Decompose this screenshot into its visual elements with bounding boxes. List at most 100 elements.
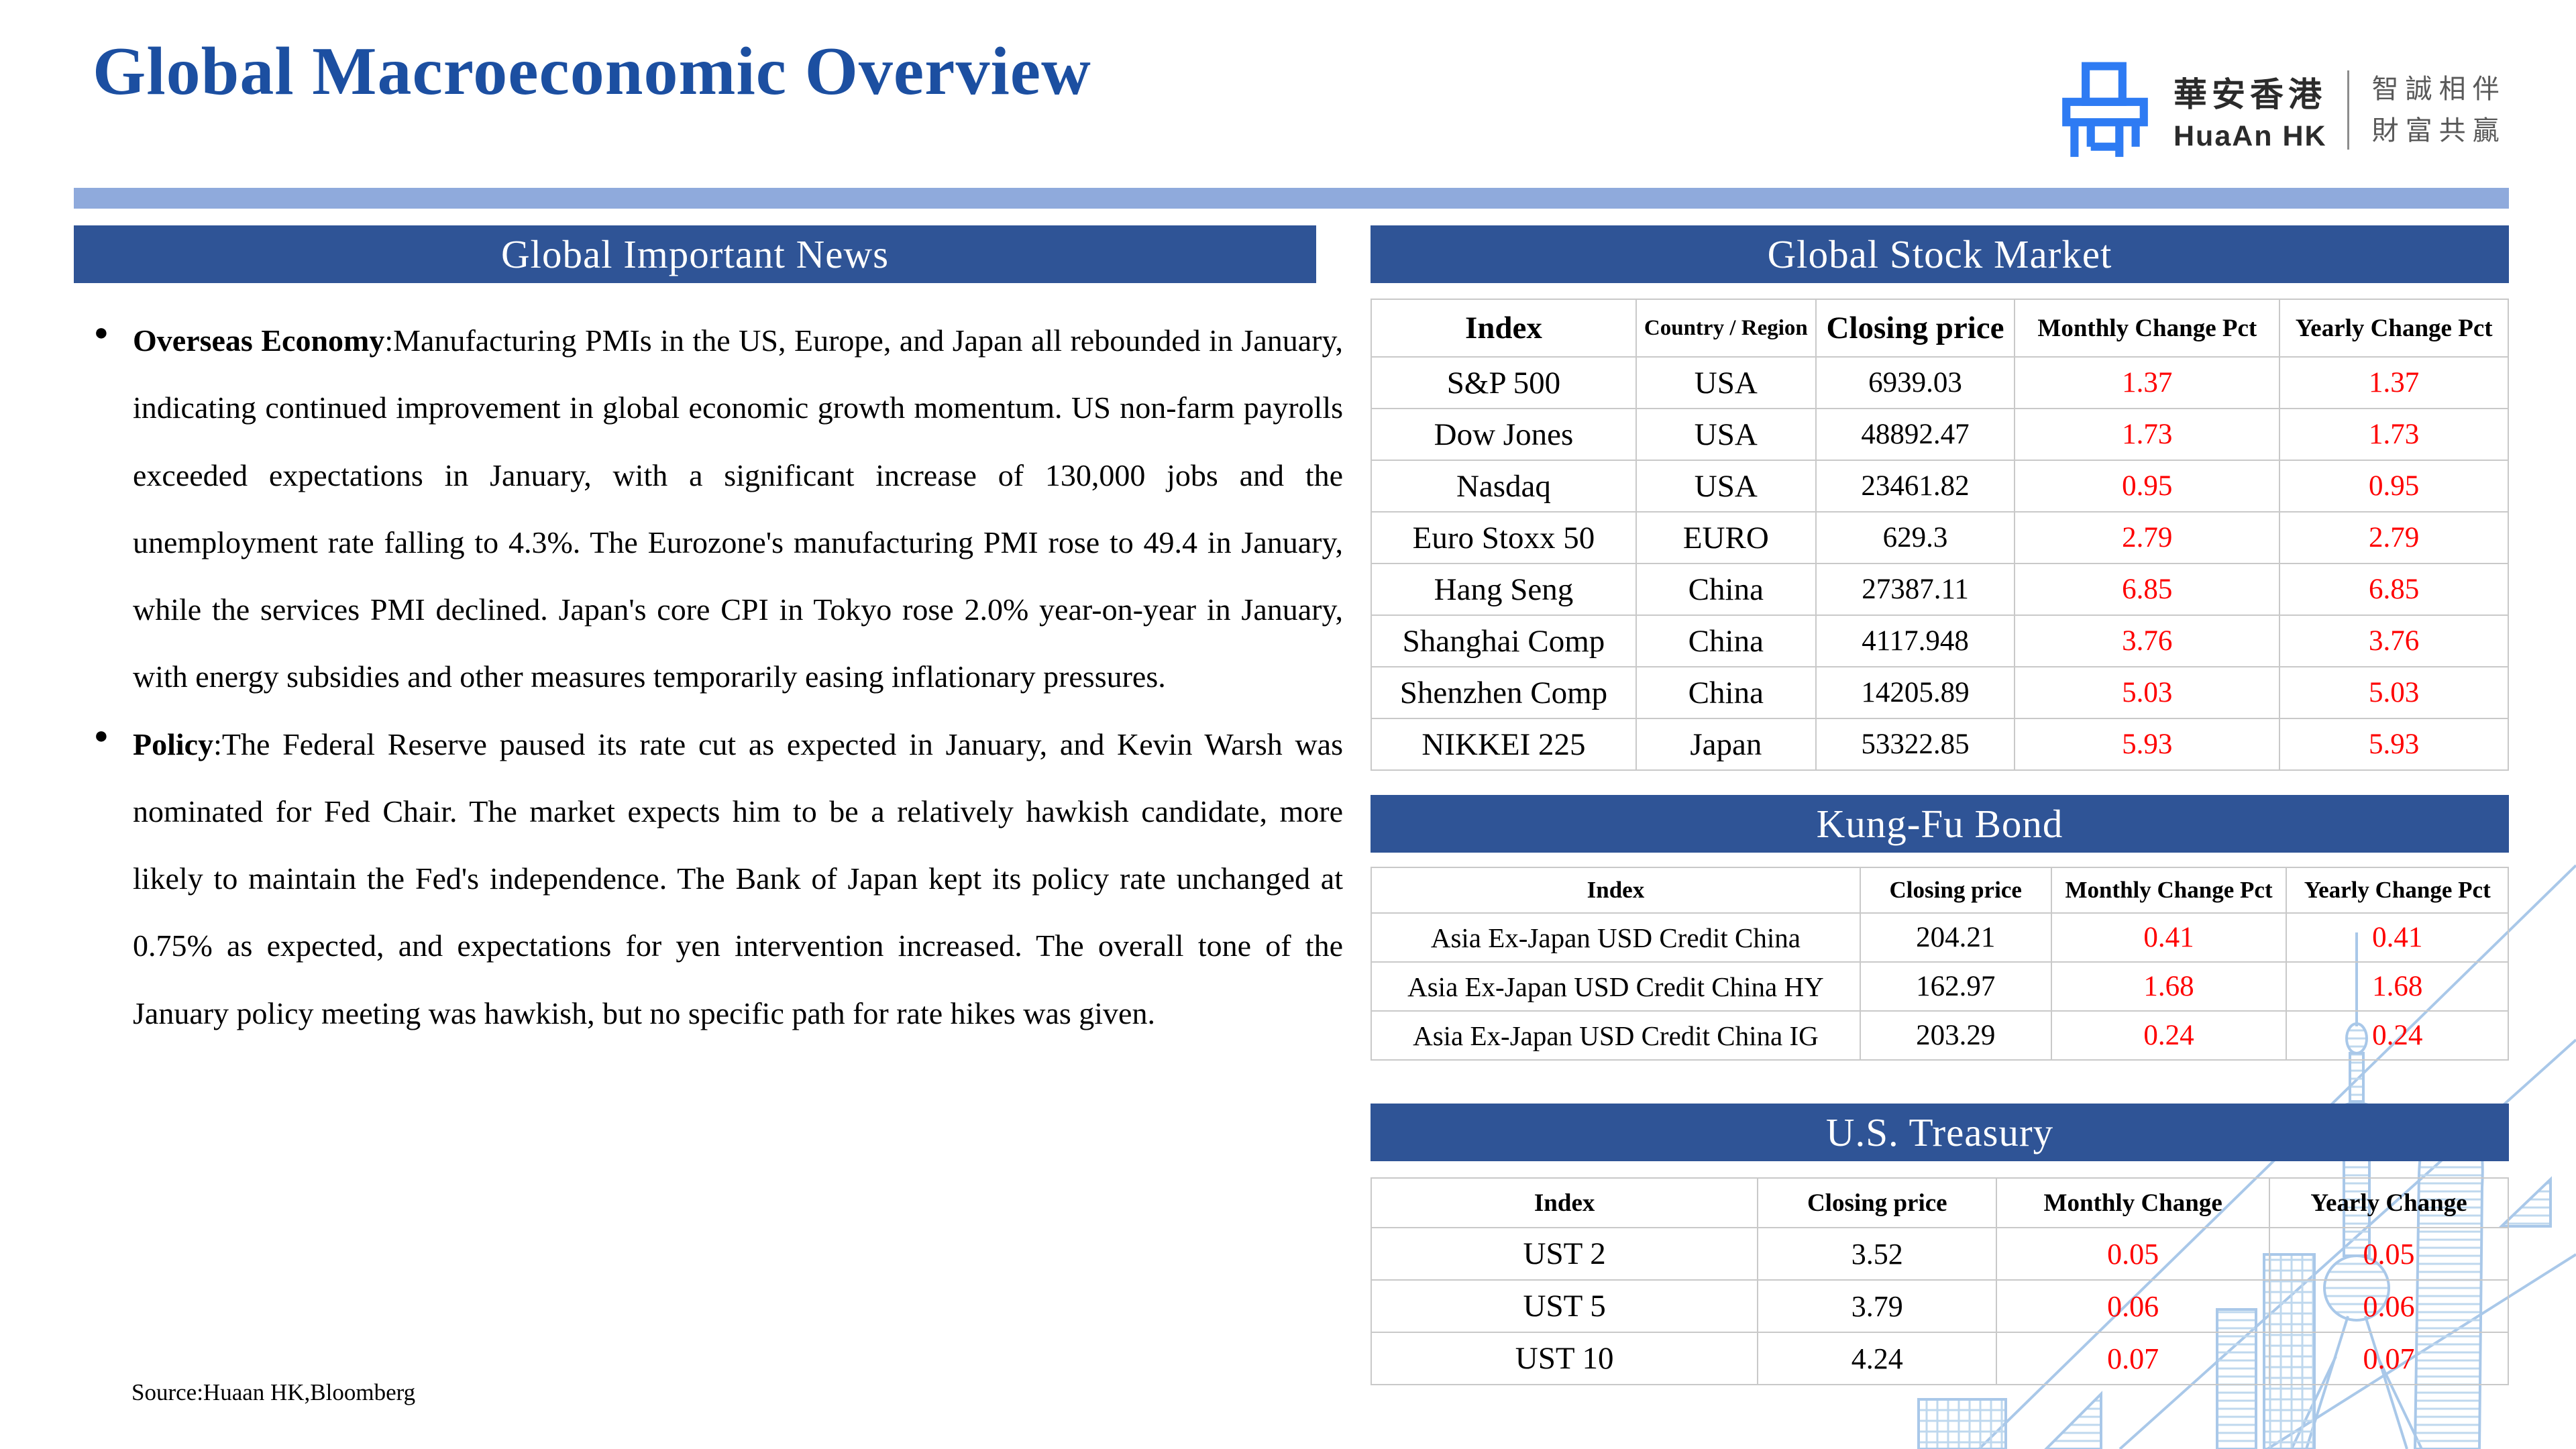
- column-header-yearly: Yearly Change Pct: [2279, 299, 2509, 358]
- cell-close: 3.52: [1757, 1227, 1998, 1281]
- news-item-overseas-economy: ● Overseas Economy:Manufacturing PMIs in…: [94, 307, 1343, 711]
- cell-yearly-change: 1.73: [2279, 408, 2509, 461]
- cell-monthly-change: 5.03: [2014, 666, 2281, 719]
- cell-region: USA: [1635, 408, 1817, 461]
- cell-region: EURO: [1635, 511, 1817, 564]
- cell-monthly-change: 0.24: [2050, 1010, 2288, 1061]
- table-row: UST 2 3.52 0.05 0.05: [1370, 1227, 2509, 1281]
- news-item-text: :Manufacturing PMIs in the US, Europe, a…: [133, 323, 1343, 694]
- cell-monthly-change: 5.93: [2014, 718, 2281, 771]
- bullet-icon: ●: [94, 722, 109, 749]
- cell-yearly-change: 0.05: [2269, 1227, 2509, 1281]
- cell-close: 53322.85: [1815, 718, 2016, 771]
- title-divider-bar: [74, 188, 2509, 209]
- cell-yearly-change: 5.93: [2279, 718, 2509, 771]
- table-row: UST 5 3.79 0.06 0.06: [1370, 1279, 2509, 1333]
- cell-monthly-change: 1.37: [2014, 356, 2281, 409]
- table-row: Shanghai Comp China 4117.948 3.76 3.76: [1371, 614, 2509, 667]
- cell-index: Asia Ex-Japan USD Credit China IG: [1371, 1010, 1861, 1061]
- cell-region: China: [1635, 563, 1817, 616]
- cell-close: 27387.11: [1815, 563, 2016, 616]
- logo-name-en: HuaAn HK: [2174, 119, 2327, 152]
- cell-monthly-change: 1.68: [2050, 961, 2288, 1012]
- cell-yearly-change: 3.76: [2279, 614, 2509, 667]
- table-row: Euro Stoxx 50 EURO 629.3 2.79 2.79: [1371, 511, 2509, 564]
- logo-names: 華安香港 HuaAn HK: [2174, 68, 2327, 153]
- cell-index: Dow Jones: [1371, 408, 1637, 461]
- cell-region: China: [1635, 666, 1817, 719]
- cell-close: 6939.03: [1815, 356, 2016, 409]
- cell-index: UST 10: [1370, 1332, 1759, 1385]
- cell-index: Shenzhen Comp: [1371, 666, 1637, 719]
- logo-slogan: 智誠相伴 財富共贏: [2372, 68, 2506, 152]
- table-row: Shenzhen Comp China 14205.89 5.03 5.03: [1371, 666, 2509, 719]
- table-row: Asia Ex-Japan USD Credit China IG 203.29…: [1371, 1010, 2509, 1061]
- cell-close: 629.3: [1815, 511, 2016, 564]
- cell-yearly-change: 0.06: [2269, 1279, 2509, 1333]
- logo-name-cn: 華安香港: [2174, 75, 2326, 113]
- cell-close: 23461.82: [1815, 460, 2016, 513]
- cell-index: UST 5: [1370, 1279, 1759, 1333]
- kungfu-bond-panel-header: Kung-Fu Bond: [1371, 795, 2509, 853]
- cell-yearly-change: 0.24: [2286, 1010, 2509, 1061]
- cell-close: 48892.47: [1815, 408, 2016, 461]
- huaan-logo: 華安香港 HuaAn HK 智誠相伴 財富共贏: [2054, 59, 2506, 161]
- cell-monthly-change: 3.76: [2014, 614, 2281, 667]
- cell-region: USA: [1635, 460, 1817, 513]
- column-header-index: Index: [1370, 1177, 1759, 1228]
- news-item-text: :The Federal Reserve paused its rate cut…: [133, 727, 1343, 1030]
- column-header-region: Country / Region: [1635, 299, 1817, 358]
- cell-yearly-change: 1.68: [2286, 961, 2509, 1012]
- column-header-yearly: Yearly Change: [2269, 1177, 2509, 1228]
- table-header-row: Index Closing price Monthly Change Yearl…: [1370, 1177, 2509, 1228]
- logo-divider: [2347, 70, 2349, 150]
- cell-yearly-change: 0.41: [2286, 912, 2509, 963]
- column-header-monthly: Monthly Change: [1996, 1177, 2271, 1228]
- column-header-close: Closing price: [1815, 299, 2016, 358]
- bullet-icon: ●: [94, 318, 109, 345]
- cell-index: NIKKEI 225: [1371, 718, 1637, 771]
- column-header-monthly: Monthly Change Pct: [2050, 867, 2288, 914]
- news-item-label: Policy: [133, 727, 214, 761]
- cell-index: Asia Ex-Japan USD Credit China HY: [1371, 961, 1861, 1012]
- column-header-index: Index: [1371, 867, 1861, 914]
- news-body: ● Overseas Economy:Manufacturing PMIs in…: [94, 307, 1343, 1047]
- cell-monthly-change: 0.41: [2050, 912, 2288, 963]
- cell-monthly-change: 2.79: [2014, 511, 2281, 564]
- table-row: Dow Jones USA 48892.47 1.73 1.73: [1371, 408, 2509, 461]
- cell-yearly-change: 1.37: [2279, 356, 2509, 409]
- cell-close: 4117.948: [1815, 614, 2016, 667]
- table-row: S&P 500 USA 6939.03 1.37 1.37: [1371, 356, 2509, 409]
- cell-yearly-change: 0.95: [2279, 460, 2509, 513]
- page-title: Global Macroeconomic Overview: [93, 34, 1091, 109]
- cell-index: S&P 500: [1371, 356, 1637, 409]
- cell-yearly-change: 5.03: [2279, 666, 2509, 719]
- table-header-row: Index Closing price Monthly Change Pct Y…: [1371, 867, 2509, 914]
- column-header-monthly: Monthly Change Pct: [2014, 299, 2281, 358]
- cell-close: 14205.89: [1815, 666, 2016, 719]
- cell-monthly-change: 0.06: [1996, 1279, 2271, 1333]
- table-row: Asia Ex-Japan USD Credit China HY 162.97…: [1371, 961, 2509, 1012]
- cell-index: Nasdaq: [1371, 460, 1637, 513]
- table-row: Asia Ex-Japan USD Credit China 204.21 0.…: [1371, 912, 2509, 963]
- cell-monthly-change: 0.95: [2014, 460, 2281, 513]
- us-treasury-table: Index Closing price Monthly Change Yearl…: [1370, 1177, 2509, 1385]
- cell-close: 203.29: [1859, 1010, 2052, 1061]
- cell-index: UST 2: [1370, 1227, 1759, 1281]
- source-note: Source:Huaan HK,Bloomberg: [131, 1379, 416, 1405]
- stock-market-panel-header: Global Stock Market: [1371, 225, 2509, 283]
- news-item-policy: ● Policy:The Federal Reserve paused its …: [94, 711, 1343, 1047]
- stock-market-table: Index Country / Region Closing price Mon…: [1371, 299, 2509, 771]
- column-header-yearly: Yearly Change Pct: [2286, 867, 2509, 914]
- huaan-gate-icon: [2062, 62, 2148, 157]
- cell-region: China: [1635, 614, 1817, 667]
- cell-monthly-change: 6.85: [2014, 563, 2281, 616]
- cell-monthly-change: 0.07: [1996, 1332, 2271, 1385]
- column-header-close: Closing price: [1859, 867, 2052, 914]
- table-row: UST 10 4.24 0.07 0.07: [1370, 1332, 2509, 1385]
- logo-slogan-line1: 智誠相伴: [2371, 74, 2506, 104]
- cell-close: 162.97: [1859, 961, 2052, 1012]
- cell-index: Asia Ex-Japan USD Credit China: [1371, 912, 1861, 963]
- cell-region: Japan: [1635, 718, 1817, 771]
